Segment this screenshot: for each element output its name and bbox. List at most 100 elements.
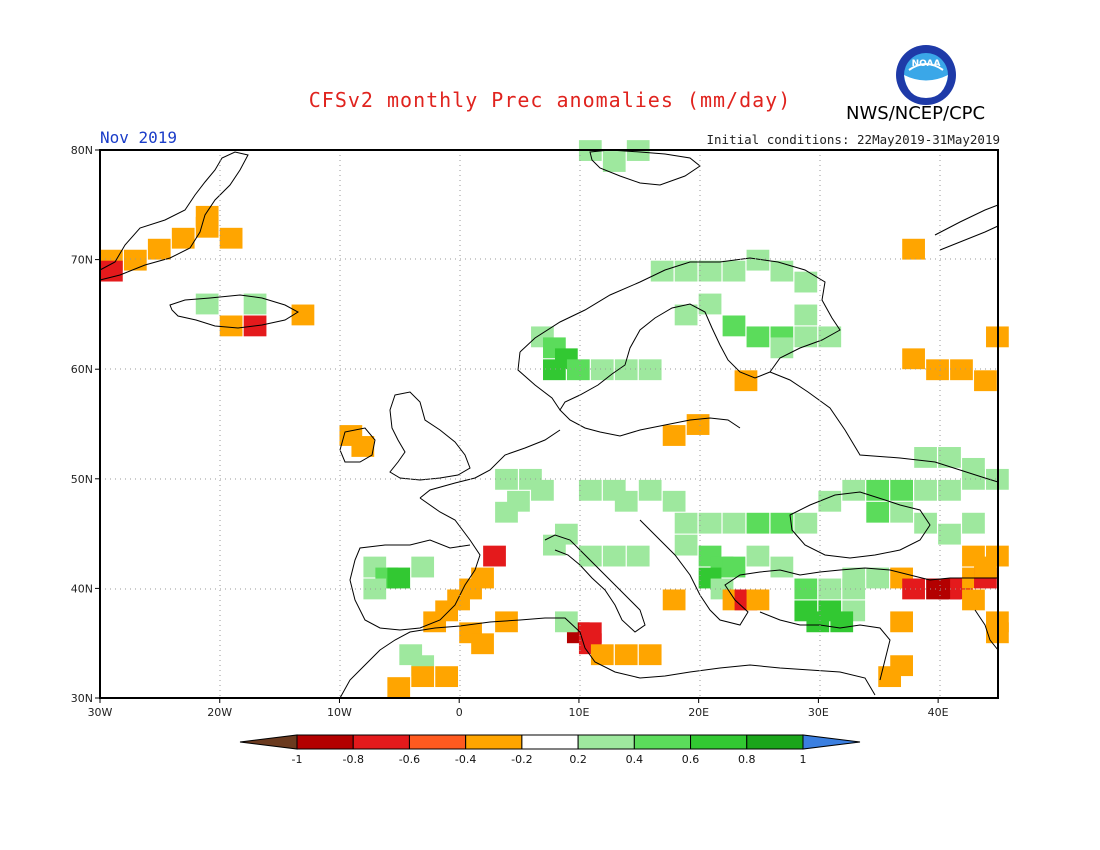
anomaly-cell — [291, 304, 315, 326]
anomaly-cell — [902, 238, 925, 260]
colorbar-segment — [465, 734, 523, 750]
colorbar-lower-arrow — [239, 734, 298, 750]
colorbar-segment — [746, 734, 804, 750]
anomaly-cell — [794, 271, 818, 293]
anomaly-cell — [351, 436, 375, 457]
anomaly-cell — [614, 644, 638, 666]
anomaly-cell — [638, 359, 662, 381]
colorbar-label: -0.2 — [511, 753, 532, 766]
latitude-axis: 30N 40N 50N 60N 70N 80N — [71, 144, 100, 705]
anomaly-cell — [698, 293, 722, 315]
anomaly-cell — [770, 337, 794, 359]
anomaly-cell — [902, 348, 925, 370]
anomaly-cell — [914, 512, 937, 534]
lon-tick-label: 30W — [88, 706, 113, 719]
anomaly-cell — [531, 479, 554, 501]
anomaly-cell — [674, 304, 698, 326]
lon-tick-label: 0 — [456, 706, 463, 719]
anomaly-cell — [770, 260, 794, 282]
anomaly-cell — [818, 326, 842, 348]
colorbar-label: 0.8 — [738, 753, 756, 766]
lon-tick-label: 10E — [568, 706, 589, 719]
anomaly-cell — [399, 644, 423, 666]
anomaly-cell — [962, 512, 985, 534]
anomaly-cell — [722, 512, 746, 534]
anomaly-cell — [674, 534, 698, 556]
anomaly-cell — [195, 293, 219, 315]
colorbar-segment — [296, 734, 354, 750]
colorbar-label: -0.6 — [399, 753, 420, 766]
anomaly-cell — [171, 227, 195, 249]
colorbar-label: -1 — [292, 753, 303, 766]
anomaly-cell — [746, 512, 770, 534]
anomaly-cell — [471, 567, 494, 589]
initial-conditions: Initial conditions: 22May2019-31May2019 — [706, 132, 1001, 147]
lon-tick-label: 30E — [808, 706, 829, 719]
anomaly-cell — [770, 556, 794, 578]
anomaly-cell — [471, 633, 494, 655]
anomaly-cell — [746, 326, 770, 348]
anomaly-cell — [950, 359, 973, 381]
anomaly-cell — [914, 447, 937, 468]
anomaly-cell — [866, 567, 890, 589]
lat-tick-label: 40N — [71, 582, 93, 595]
anomaly-cell — [770, 512, 794, 534]
anomaly-cell — [387, 567, 411, 589]
anomaly-cell — [866, 501, 890, 523]
anomaly-cell — [698, 512, 722, 534]
anomaly-cell — [543, 359, 566, 381]
anomaly-cell — [914, 479, 937, 501]
colorbar-label: 0.2 — [569, 753, 587, 766]
anomaly-cell — [626, 545, 650, 567]
forecast-month: Nov 2019 — [100, 128, 178, 147]
anomaly-cell — [363, 578, 387, 600]
anomaly-cell — [219, 227, 243, 249]
colorbar-segment — [633, 734, 692, 750]
anomaly-cell — [614, 490, 638, 512]
anomaly-cell — [746, 589, 770, 611]
longitude-axis: 30W 20W 10W 0 10E 20E 30E 40E — [88, 698, 949, 719]
colorbar-label: 0.4 — [626, 753, 644, 766]
anomaly-cell — [411, 666, 435, 688]
anomaly-cell — [962, 589, 985, 611]
anomaly-cell — [938, 479, 961, 501]
anomaly-cell — [962, 457, 985, 479]
anomaly-cell — [938, 447, 961, 468]
anomaly-cell — [674, 512, 698, 534]
lat-tick-label: 80N — [71, 144, 93, 157]
anomaly-cells — [100, 140, 1009, 698]
anomaly-cell — [123, 249, 147, 271]
anomaly-cell — [483, 545, 506, 567]
anomaly-cell — [195, 205, 219, 227]
anomaly-cell — [495, 611, 518, 633]
anomaly-cell — [962, 545, 985, 567]
colorbar-segment — [408, 734, 467, 750]
anomaly-cell — [578, 479, 602, 501]
lon-tick-label: 40E — [928, 706, 949, 719]
anomaly-cell — [435, 600, 459, 622]
anomaly-cell — [722, 556, 746, 578]
organization-label: NWS/NCEP/CPC — [846, 103, 986, 124]
anomaly-cell — [890, 611, 913, 633]
anomaly-cell — [662, 425, 686, 446]
anomaly-cell — [890, 479, 913, 501]
anomaly-cell — [662, 490, 686, 512]
anomaly-cell — [554, 611, 578, 633]
colorbar-upper-arrow — [802, 734, 861, 750]
anomaly-cell — [734, 370, 758, 392]
anomaly-cell — [638, 479, 662, 501]
colorbar: -1 -0.8 -0.6 -0.4 -0.2 0.2 0.4 0.6 0.8 1 — [239, 734, 861, 766]
anomaly-cell — [614, 359, 638, 381]
chart-title: CFSv2 monthly Prec anomalies (mm/day) — [308, 88, 792, 112]
colorbar-label: -0.8 — [342, 753, 363, 766]
anomaly-cell — [722, 260, 746, 282]
anomaly-cell — [578, 545, 602, 567]
anomaly-cell — [794, 304, 818, 326]
anomaly-cell — [590, 644, 614, 666]
anomaly-cell — [638, 644, 662, 666]
lon-tick-label: 20W — [207, 706, 232, 719]
anomaly-cell — [830, 611, 854, 633]
map-frame — [99, 149, 999, 699]
lon-tick-label: 10W — [327, 706, 352, 719]
